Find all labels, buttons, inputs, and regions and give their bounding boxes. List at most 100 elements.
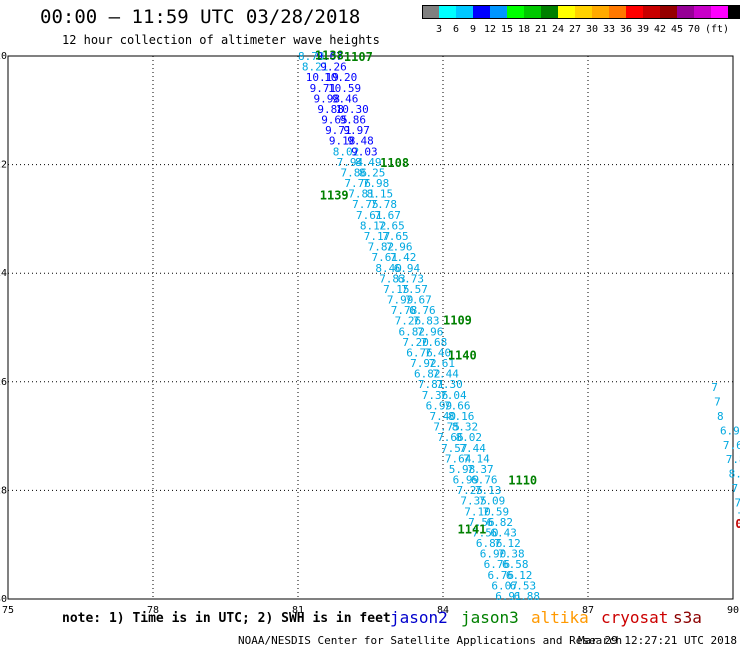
legend-unit: (ft) [704,24,730,35]
track-b-value: 6.12 [506,569,533,582]
track-b-value: 7.14 [463,452,490,465]
track-b-value: 7.13 [475,484,502,497]
legend-swatch [524,5,541,19]
track-a-value: 6.76 [487,569,514,582]
track-b-value: 6.58 [502,558,529,571]
legend-swatch [473,5,490,19]
pass-number-label: 1139 [320,188,349,202]
track-a-value: 9.18 [329,135,356,148]
track-b-value: 6.43 [490,526,517,539]
track-b-value: 7.12 [494,537,521,550]
lon-tick-label: 87 [582,605,594,616]
track-a-value: 9.98 [313,92,340,105]
track-b-value: 7.65 [382,230,409,243]
legend-level-label: 24 [551,24,565,35]
track-b-value: 7.09 [479,495,506,508]
track-a-value: 7.82 [368,241,395,254]
track-b-value: 8.15 [367,188,394,201]
track-a-value: 10.19 [306,71,339,84]
legend-swatch [507,5,524,19]
legend-level-label: 33 [602,24,616,35]
track-b-value: 6.88 [514,590,541,603]
track-b-value: 6.76 [471,474,498,487]
track-b-value: 7.59 [483,505,510,518]
track-a-value: 8.02 [333,145,360,158]
map-frame [7,55,734,600]
pass-number-label: 1110 [508,474,537,488]
legend-level-label: 45 [670,24,684,35]
track-b-value: 7.83 [413,315,440,328]
track-c-value: 7 [711,381,718,394]
pass-labels: 1138 1107 1108 1139 1109 1140 1110 1141 0 [315,48,740,536]
track-b-value: 7.96 [417,325,444,338]
satellite-name: altika [531,608,589,627]
track-a-value: 9.88 [317,103,344,116]
track-a-value: 7.66 [437,431,464,444]
track-b-value: 6.53 [510,579,537,592]
track-c-value: 8.02 [729,468,740,481]
track-a-value: 7.76 [344,177,371,190]
legend-swatch [558,5,575,19]
track-a-value: 6.91 [495,590,522,603]
track-c-value: 7.89 [726,453,740,466]
legend-border [422,5,740,19]
track-b-value: 8.02 [456,431,483,444]
track-b-value: 7.96 [386,241,413,254]
pass-number-label: 1109 [443,313,472,327]
legend-level-label: 18 [517,24,531,35]
legend-level-label: 9 [469,24,477,35]
legend-swatch [439,5,456,19]
legend-level-label: 36 [619,24,633,35]
track-c-value: 7.6 [723,439,740,452]
track-a-value: 8.21 [302,61,329,74]
track-a-value: 7.94 [337,156,364,169]
track-a-value: 7.36 [422,389,449,402]
track-b-value: 7.44 [459,442,486,455]
track-a-value: 7.26 [395,315,422,328]
track-b-value: 7.30 [436,378,463,391]
track-a-value: 7.57 [441,442,468,455]
generated-timestamp: Mar 29 12:27:21 UTC 2018 [578,634,737,647]
track-c-value: 7.30 [734,496,740,509]
track-b-value: 9.46 [332,92,359,105]
legend-swatch [660,5,677,19]
altimeter-tracks: 8.738.2110.199.719.989.889.659.719.188.0… [298,50,740,603]
legend-swatch [728,5,740,19]
track-b-value: 9.48 [347,135,374,148]
pass-number-label: 1107 [344,50,373,64]
track-b-value: 7.40 [425,346,452,359]
lon-tick-label: 90 [727,605,739,616]
track-b-value: 7.42 [390,251,417,264]
legend-level-label: 15 [500,24,514,35]
legend-swatch [490,5,507,19]
track-b-value: 10.20 [324,71,357,84]
track-a-value: 7.40 [429,410,456,423]
lon-tick-label: 81 [292,605,304,616]
legend-level-label: 30 [585,24,599,35]
track-b-value: 7.57 [401,283,428,296]
lat-tick-label: -22 [0,160,7,171]
track-b-value: 9.86 [340,114,367,127]
track-a-value: 6.76 [406,346,433,359]
chart-title: 00:00 – 11:59 UTC 03/28/2018 [40,6,361,28]
footer-note: note: 1) Time is in UTC; 2) SWH is in fe… [62,611,391,626]
track-a-value: 7.61 [356,209,383,222]
track-a-value: 7.17 [364,230,391,243]
lat-tick-label: -20 [0,51,7,62]
lat-tick-label: -24 [0,268,7,279]
track-b-value: 9.03 [351,145,378,158]
legend-level-label: 39 [636,24,650,35]
track-b-value: 7.44 [432,368,459,381]
credit-line: NOAA/NESDIS Center for Satellite Applica… [238,634,623,647]
track-a-value: 6.99 [426,399,453,412]
track-b-value: 7.98 [363,177,390,190]
track-a-value: 6.82 [414,368,441,381]
track-c-value: 7 [714,396,721,409]
track-b-value: 7.67 [374,209,401,222]
track-a-value: 9.71 [325,124,352,137]
satellite-name: jason3 [461,608,519,627]
legend-swatch [575,5,592,19]
lat-tick-label: -26 [0,377,7,388]
legend-swatch [626,5,643,19]
